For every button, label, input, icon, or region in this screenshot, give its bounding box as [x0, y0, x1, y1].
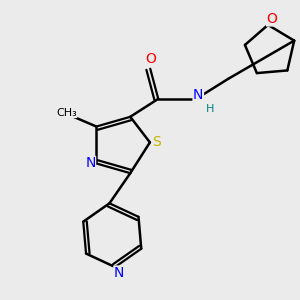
Text: N: N — [85, 157, 95, 170]
Text: O: O — [267, 12, 278, 26]
Text: S: S — [152, 135, 161, 149]
Text: N: N — [114, 266, 124, 280]
Text: N: N — [193, 88, 203, 102]
Text: H: H — [206, 104, 214, 114]
Text: CH₃: CH₃ — [56, 107, 77, 118]
Text: O: O — [145, 52, 156, 66]
